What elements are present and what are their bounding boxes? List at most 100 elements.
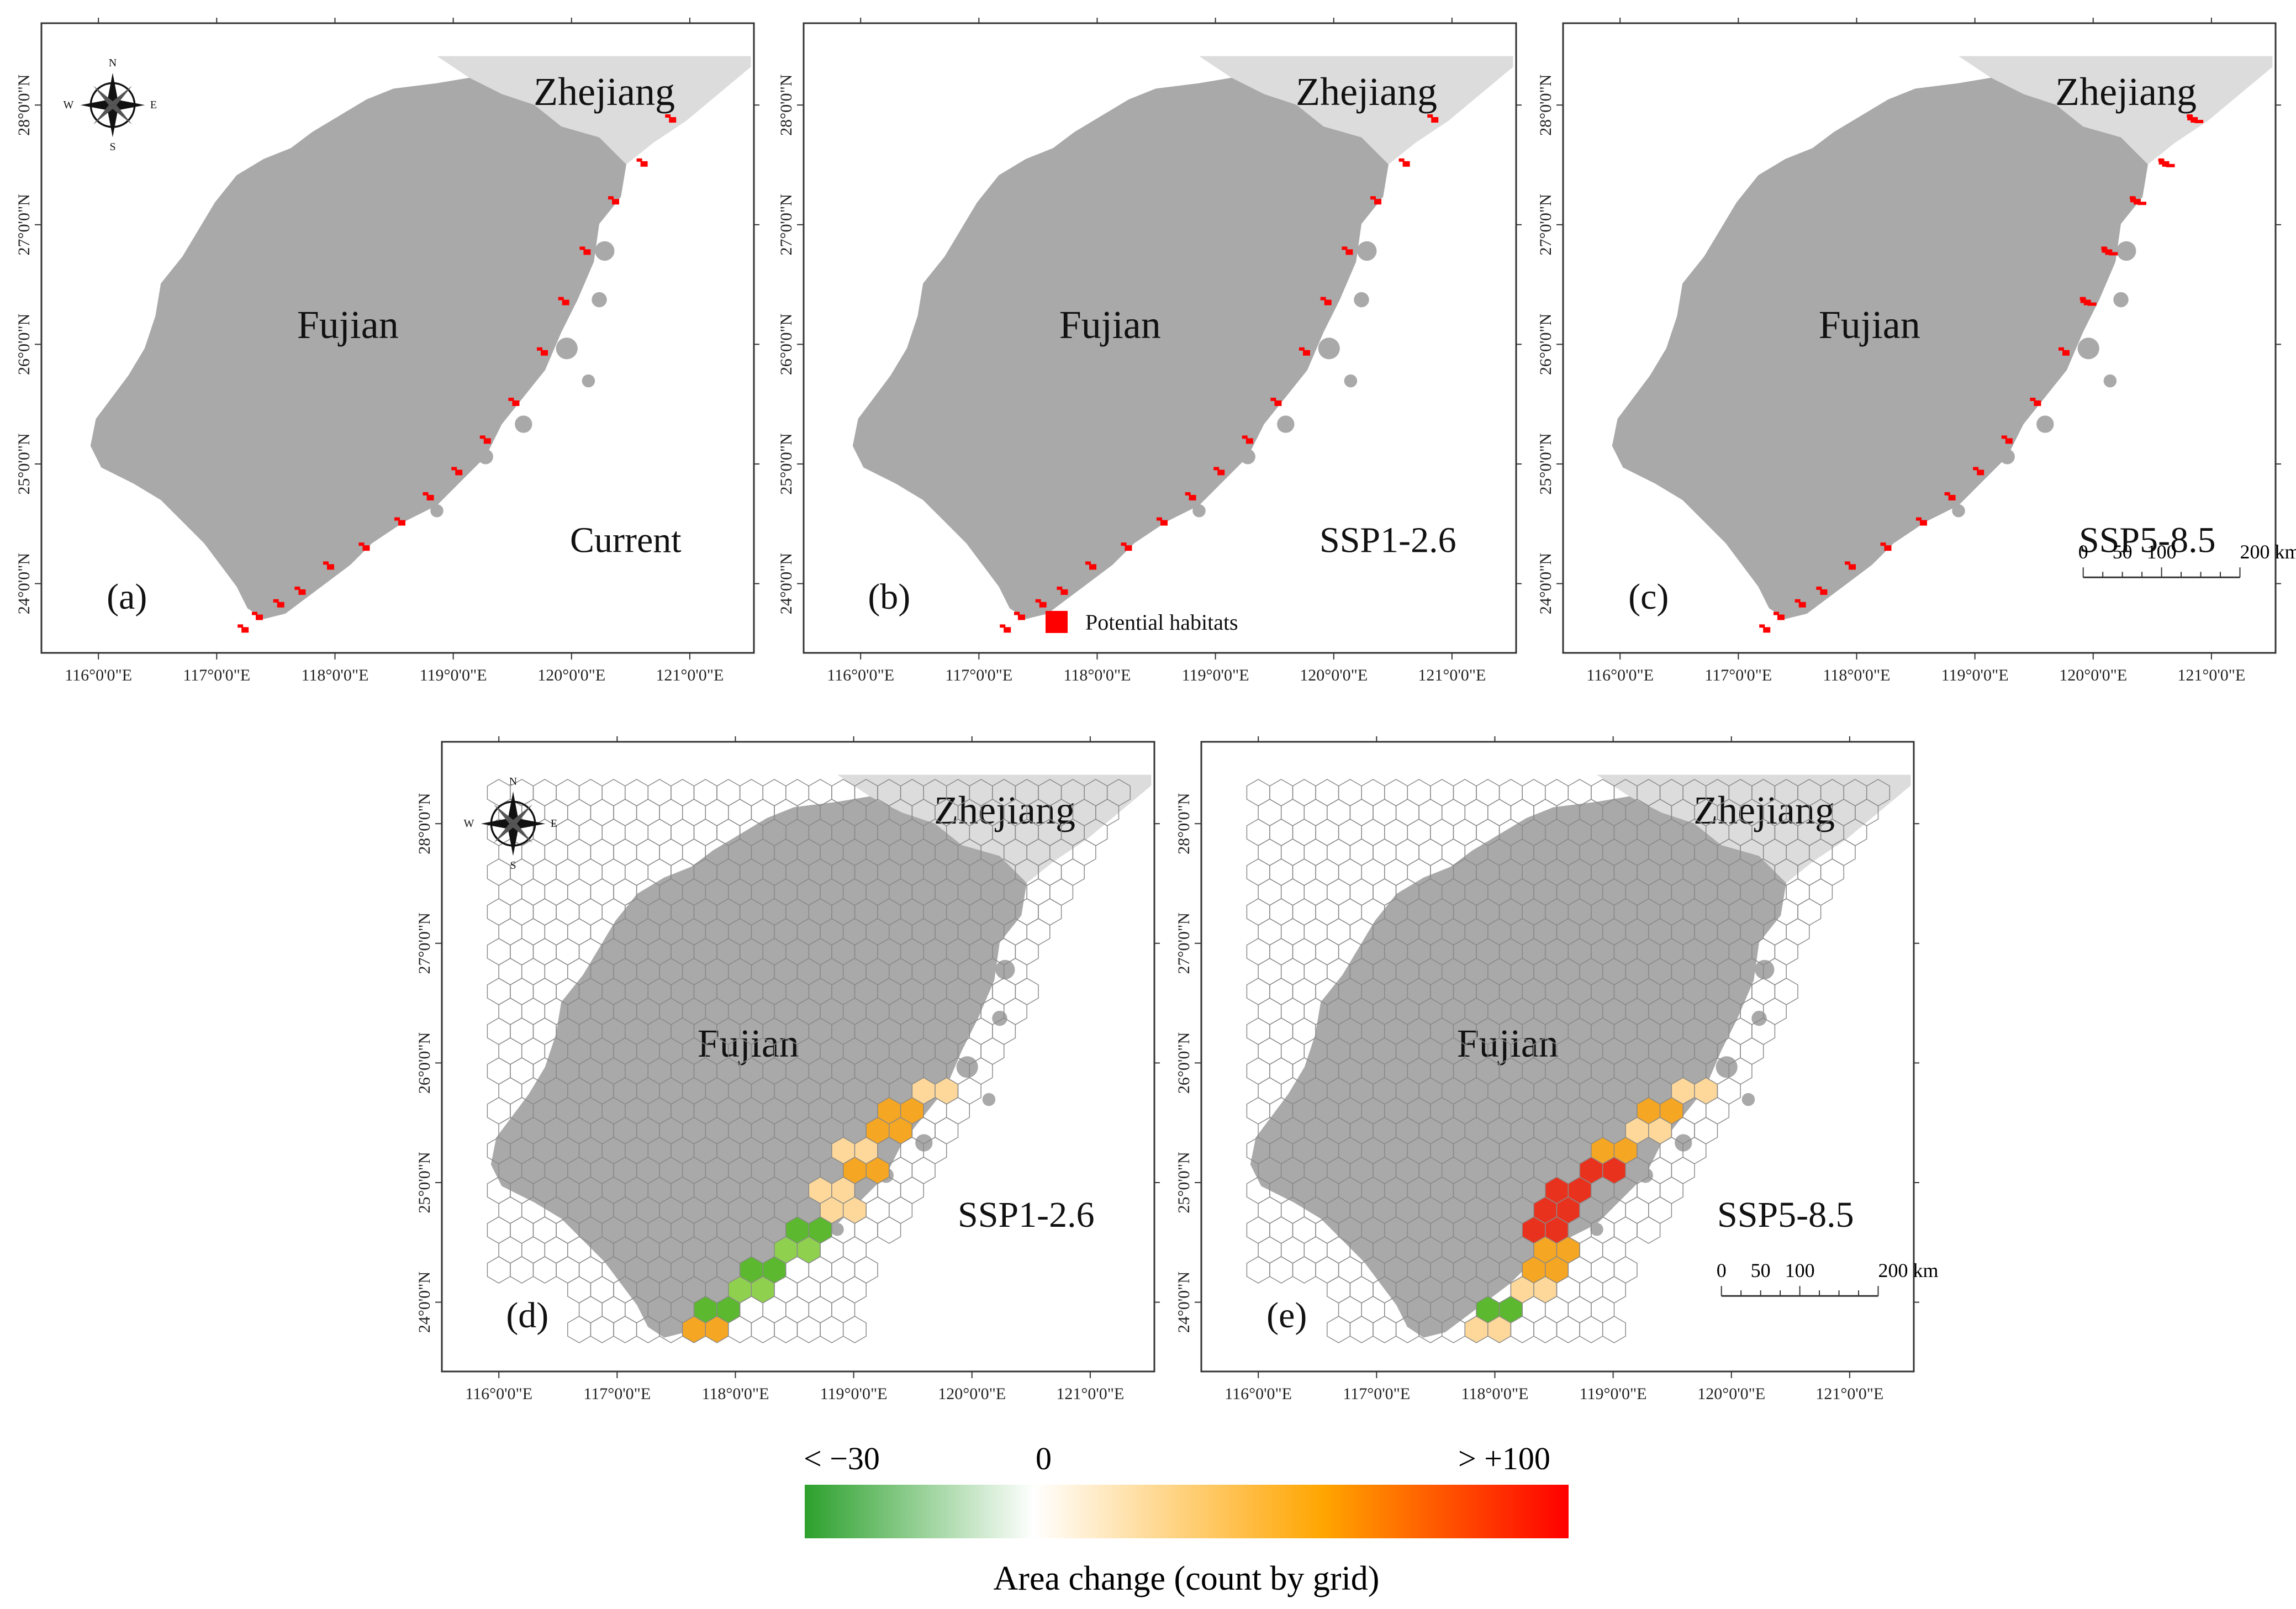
habitat-patch xyxy=(1431,117,1439,123)
habitat-patch xyxy=(1035,599,1041,603)
lon-tick-label: 120°0'0"E xyxy=(938,1385,1006,1403)
habitat-patch xyxy=(2134,199,2141,205)
habitat-patch xyxy=(2130,197,2136,203)
habitat-patch xyxy=(579,246,585,250)
habitat-legend-swatch xyxy=(1046,611,1068,633)
habitat-patch xyxy=(1320,297,1326,300)
island xyxy=(1277,415,1295,433)
lat-tick-label: 26°0'0"N xyxy=(415,1032,434,1094)
habitat-patch xyxy=(483,438,491,444)
island xyxy=(982,1093,996,1106)
habitat-patch xyxy=(508,398,514,401)
panel-d: 116°0'0"E 117°0'0"E 118°0'0"E 119°0'0"E 120°… xyxy=(415,736,1160,1403)
habitat-patch xyxy=(558,297,564,300)
lon-tick-label: 119°0'0"E xyxy=(820,1385,888,1403)
zhejiang-label: Zhejiang xyxy=(1693,788,1835,832)
habitat-patch xyxy=(537,347,542,351)
habitat-patch xyxy=(1402,161,1410,167)
island xyxy=(1357,241,1377,261)
lat-tick-label: 26°0'0"N xyxy=(777,314,795,375)
habitat-patch xyxy=(1920,520,1927,526)
island xyxy=(1354,292,1369,308)
island xyxy=(2103,374,2117,388)
lon-tick-label: 120°0'0"E xyxy=(1697,1385,1765,1403)
panel-label: (d) xyxy=(506,1295,548,1336)
island xyxy=(515,415,532,433)
habitat-patch xyxy=(1213,467,1220,471)
scale-label: 50 xyxy=(1751,1259,1771,1281)
fujian-label: Fujian xyxy=(1457,1021,1559,1065)
lat-tick-label: 28°0'0"N xyxy=(15,75,33,136)
panel-label: (e) xyxy=(1266,1295,1307,1336)
lat-tick-label: 27°0'0"N xyxy=(1175,912,1193,974)
lon-tick-label: 121°0'0"E xyxy=(1056,1385,1124,1403)
scale-label: 100 xyxy=(2147,541,2177,563)
lon-tick-label: 118°0'0"E xyxy=(702,1385,769,1403)
habitat-patch xyxy=(1794,599,1801,603)
habitat-patch xyxy=(1189,495,1196,500)
habitat-patch xyxy=(1342,246,1348,250)
habitat-patch xyxy=(1057,587,1063,590)
habitat-patch xyxy=(1274,400,1282,406)
hex-grid xyxy=(1246,779,1891,1343)
habitat-patch xyxy=(1374,199,1381,205)
lon-tick-label: 117°0'0"E xyxy=(1343,1385,1410,1403)
lat-tick-label: 24°0'0"N xyxy=(415,1272,434,1333)
habitat-patch xyxy=(1245,438,1253,444)
colorbar-max-label: > +100 xyxy=(1458,1441,1550,1476)
compass-s-label: S xyxy=(510,859,516,872)
habitat-patch xyxy=(1085,561,1091,565)
lon-tick-label: 120°0'0"E xyxy=(537,666,605,684)
panel-label: (a) xyxy=(107,577,147,617)
colorbar-mid-label: 0 xyxy=(1036,1441,1052,1476)
habitat-legend: Potential habitats xyxy=(1046,610,1238,635)
zhejiang-label: Zhejiang xyxy=(1296,70,1437,114)
habitat-patch xyxy=(323,561,329,565)
habitat-patch xyxy=(1242,435,1248,439)
colorbar-gradient xyxy=(805,1485,1569,1538)
fujian-label: Fujian xyxy=(1819,303,1920,347)
compass-e-label: E xyxy=(551,817,557,830)
island xyxy=(430,504,444,518)
fujian-label: Fujian xyxy=(1059,303,1161,347)
lat-tick-label: 26°0'0"N xyxy=(1175,1032,1193,1094)
lat-tick-label: 25°0'0"N xyxy=(15,433,33,494)
habitat-patch xyxy=(1000,624,1006,628)
panel-label: (b) xyxy=(868,577,910,617)
lon-tick-label: 116°0'0"E xyxy=(827,666,894,684)
scenario-label: SSP1-2.6 xyxy=(1319,520,1456,561)
habitat-patch xyxy=(636,158,642,162)
habitat-patch xyxy=(2109,252,2118,256)
lat-tick-label: 24°0'0"N xyxy=(1175,1272,1193,1333)
scenario-label: SSP5-8.5 xyxy=(2079,520,2216,561)
panel-c: 116°0'0"E 117°0'0"E 118°0'0"E 119°0'0"E 120°… xyxy=(1537,18,2296,684)
island xyxy=(556,337,578,360)
habitat-patch xyxy=(1427,114,1433,118)
island xyxy=(2116,241,2136,261)
lon-tick-label: 116°0'0"E xyxy=(65,666,132,684)
panel-e: 116°0'0"E 117°0'0"E 118°0'0"E 119°0'0"E 120°… xyxy=(1175,736,1939,1403)
habitat-patch xyxy=(1185,492,1191,495)
lat-tick-label: 27°0'0"N xyxy=(777,194,795,255)
island xyxy=(1751,1010,1767,1026)
habitat-patch xyxy=(398,520,405,526)
scale-label: 200 km xyxy=(1878,1259,1939,1281)
lat-tick-label: 26°0'0"N xyxy=(15,314,33,375)
island xyxy=(1675,1134,1692,1152)
colorbar-title: Area change (count by grid) xyxy=(994,1560,1380,1597)
habitat-patch xyxy=(1324,299,1332,305)
island xyxy=(831,1223,844,1236)
scenario-label: Current xyxy=(570,520,682,561)
habitat-patch xyxy=(1759,624,1765,628)
panel-b: 116°0'0"E 117°0'0"E 118°0'0"E 119°0'0"E 120°… xyxy=(777,18,1522,684)
habitat-patch xyxy=(426,495,434,500)
zhejiang-label: Zhejiang xyxy=(534,70,675,114)
compass-w-label: W xyxy=(64,99,74,111)
habitat-patch xyxy=(2191,117,2198,123)
habitat-patch xyxy=(451,467,457,471)
habitat-patch xyxy=(608,196,614,200)
habitat-patch xyxy=(1977,469,1984,476)
habitat-patch xyxy=(277,602,284,608)
colorbar-min-label: < −30 xyxy=(804,1441,880,1476)
